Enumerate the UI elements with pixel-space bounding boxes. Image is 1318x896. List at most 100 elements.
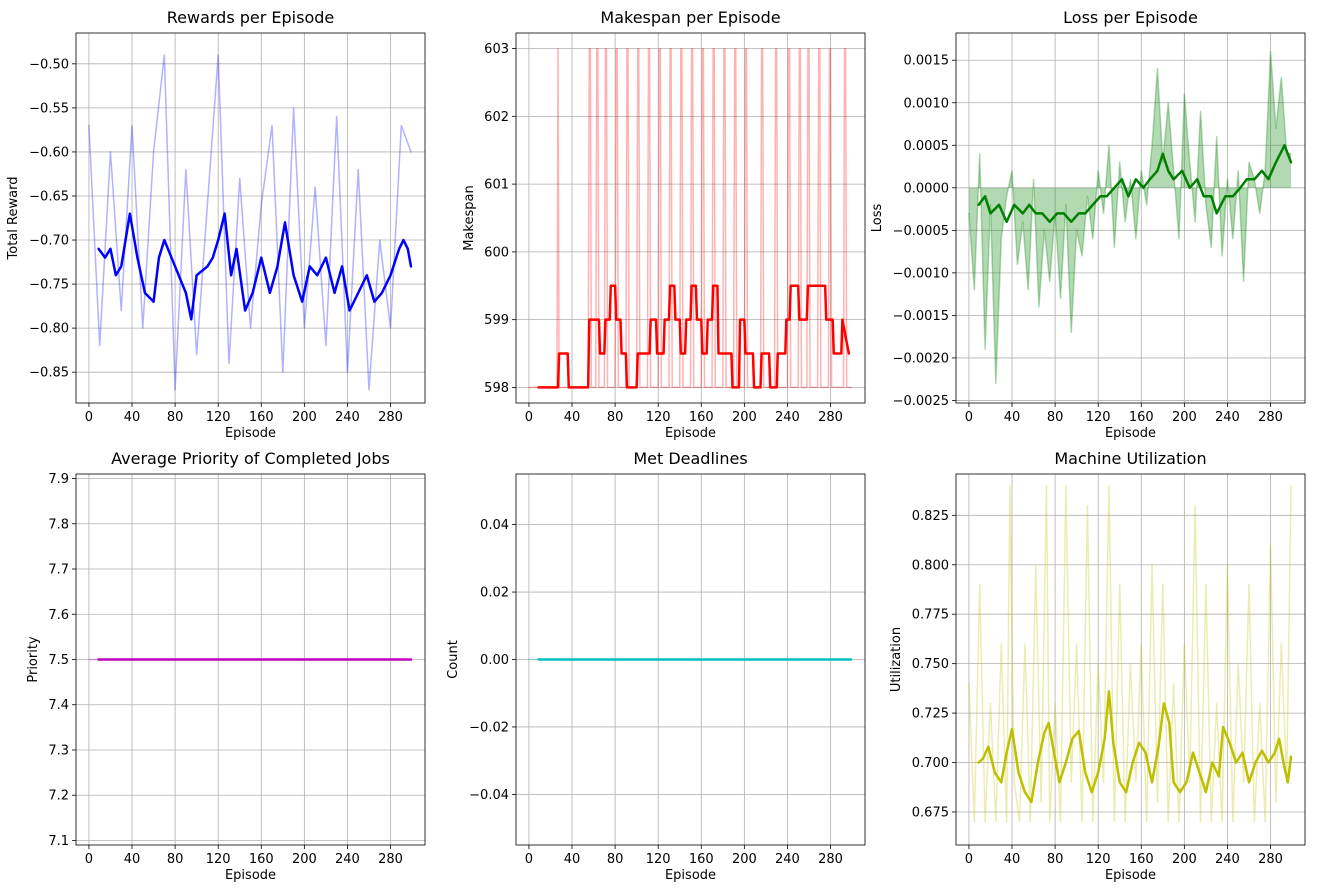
x-tick-label: 280 [378,852,403,867]
x-tick-label: 200 [292,852,317,867]
y-tick-label: 601 [484,178,509,193]
y-tick-label: 7.2 [48,789,69,804]
y-tick-label: −0.75 [29,278,69,293]
x-tick-label: 40 [564,852,581,867]
x-axis-title: Episode [225,426,276,441]
x-tick-label: 240 [1215,852,1240,867]
y-tick-label: −0.65 [29,189,69,204]
chart-title: Met Deadlines [633,449,747,468]
x-tick-label: 280 [1258,852,1283,867]
x-tick-label: 0 [965,852,973,867]
y-tick-label: 0.725 [912,707,949,722]
x-tick-label: 240 [775,410,800,425]
x-tick-label: 40 [1004,852,1021,867]
y-tick-label: 600 [484,245,509,260]
x-tick-label: 0 [525,852,533,867]
y-tick-label: 7.7 [48,563,69,578]
y-tick-label: 7.3 [48,743,69,758]
y-tick-label: 0.0010 [904,96,950,111]
y-tick-label: 7.4 [48,698,69,713]
series-line-raw [968,50,1292,385]
x-tick-label: 0 [85,410,93,425]
x-tick-label: 80 [167,852,184,867]
y-tick-label: −0.60 [29,145,69,160]
x-tick-label: 80 [607,852,624,867]
y-axis-title: Priority [26,636,41,683]
x-axis-title: Episode [225,868,276,883]
series-line-moving-average [977,690,1293,804]
x-tick-label: 0 [85,852,93,867]
x-tick-label: 280 [818,410,843,425]
y-tick-label: −0.55 [29,101,69,116]
y-tick-label: 0.750 [912,657,949,672]
y-axis-title: Total Reward [6,177,21,261]
y-tick-label: 7.1 [48,834,69,849]
x-tick-label: 80 [167,410,184,425]
x-tick-label: 280 [818,852,843,867]
y-tick-label: −0.0010 [893,266,949,281]
chart-title: Machine Utilization [1054,449,1206,468]
x-tick-label: 160 [689,410,714,425]
x-tick-label: 200 [1172,410,1197,425]
x-tick-label: 240 [775,852,800,867]
x-tick-label: 120 [646,410,671,425]
y-tick-label: 0.775 [912,608,949,623]
series-line-raw [528,47,852,389]
x-tick-label: 160 [249,852,274,867]
y-tick-label: 0.02 [480,586,509,601]
y-tick-label: −0.70 [29,234,69,249]
chart-panel-3: 0 40 80 120 160 200 240 280 −0.0025 −0.0020 −0.001… [870,8,1306,441]
axes-frame [955,32,1306,404]
chart-panel-4: 0 40 80 120 160 200 240 280 7.1 7.2 7.3 7.4 7.5 7.6 7.… [26,449,426,883]
plot-area [956,33,1305,403]
y-tick-label: 0.00 [480,653,509,668]
y-tick-label: −0.02 [469,720,509,735]
y-tick-label: 0.04 [480,518,509,533]
x-tick-label: 120 [1086,852,1111,867]
x-tick-label: 240 [335,410,360,425]
series-line-raw [968,484,1292,823]
y-tick-label: −0.50 [29,57,69,72]
x-tick-label: 200 [292,410,317,425]
x-tick-label: 280 [1258,410,1283,425]
x-tick-label: 200 [732,852,757,867]
y-tick-label: 0.825 [912,509,949,524]
chart-title: Loss per Episode [1063,8,1198,27]
x-tick-label: 240 [335,852,360,867]
y-tick-label: 602 [484,110,509,125]
y-tick-label: −0.85 [29,366,69,381]
y-tick-label: −0.0005 [893,224,949,239]
x-tick-label: 120 [206,852,231,867]
x-tick-label: 80 [1047,852,1064,867]
y-tick-label: 599 [484,313,509,328]
axes-frame [515,32,866,404]
chart-title: Rewards per Episode [167,8,335,27]
y-tick-label: 0.700 [912,756,949,771]
x-tick-label: 160 [249,410,274,425]
plot-area [956,474,1305,845]
axes-frame [955,473,1306,846]
x-axis-title: Episode [1105,868,1156,883]
chart-panel-6: 0 40 80 120 160 200 240 280 0.675 0.700 0.725 0.750… [889,449,1306,883]
series-line-moving-average [537,284,851,389]
y-tick-label: −0.0015 [893,309,949,324]
y-tick-label: −0.04 [469,788,509,803]
y-axis-title: Count [446,640,461,679]
y-tick-label: 7.5 [48,653,69,668]
x-tick-label: 120 [206,410,231,425]
x-tick-label: 80 [1047,410,1064,425]
y-tick-label: 7.6 [48,608,69,623]
y-tick-label: −0.0020 [893,351,949,366]
y-tick-label: 598 [484,381,509,396]
x-tick-label: 160 [689,852,714,867]
y-tick-label: −0.0025 [893,394,949,409]
plot-area [516,33,865,403]
x-tick-label: 80 [607,410,624,425]
y-tick-label: 7.8 [48,517,69,532]
y-tick-label: 603 [484,42,509,57]
y-tick-label: 0.0005 [904,139,950,154]
y-tick-label: 7.9 [48,472,69,487]
x-tick-label: 280 [378,410,403,425]
y-tick-label: −0.80 [29,322,69,337]
